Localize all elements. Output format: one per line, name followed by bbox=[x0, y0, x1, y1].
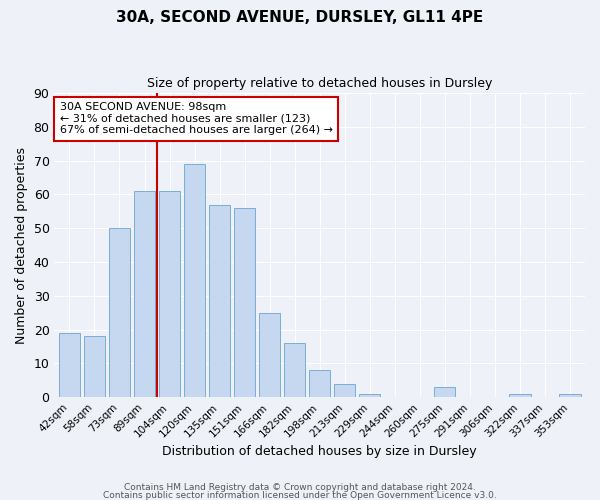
Bar bbox=[59, 333, 80, 397]
Bar bbox=[184, 164, 205, 397]
Bar bbox=[309, 370, 331, 397]
Bar bbox=[209, 204, 230, 397]
Bar bbox=[359, 394, 380, 397]
Text: 30A SECOND AVENUE: 98sqm
← 31% of detached houses are smaller (123)
67% of semi-: 30A SECOND AVENUE: 98sqm ← 31% of detach… bbox=[60, 102, 333, 136]
Y-axis label: Number of detached properties: Number of detached properties bbox=[15, 146, 28, 344]
Bar bbox=[284, 343, 305, 397]
Bar bbox=[159, 191, 180, 397]
Bar bbox=[259, 312, 280, 397]
Bar bbox=[234, 208, 255, 397]
Bar bbox=[334, 384, 355, 397]
Bar bbox=[559, 394, 581, 397]
Text: 30A, SECOND AVENUE, DURSLEY, GL11 4PE: 30A, SECOND AVENUE, DURSLEY, GL11 4PE bbox=[116, 10, 484, 25]
Text: Contains public sector information licensed under the Open Government Licence v3: Contains public sector information licen… bbox=[103, 490, 497, 500]
Bar bbox=[434, 387, 455, 397]
X-axis label: Distribution of detached houses by size in Dursley: Distribution of detached houses by size … bbox=[163, 444, 477, 458]
Text: Contains HM Land Registry data © Crown copyright and database right 2024.: Contains HM Land Registry data © Crown c… bbox=[124, 484, 476, 492]
Title: Size of property relative to detached houses in Dursley: Size of property relative to detached ho… bbox=[147, 78, 493, 90]
Bar bbox=[109, 228, 130, 397]
Bar bbox=[509, 394, 530, 397]
Bar bbox=[84, 336, 105, 397]
Bar bbox=[134, 191, 155, 397]
